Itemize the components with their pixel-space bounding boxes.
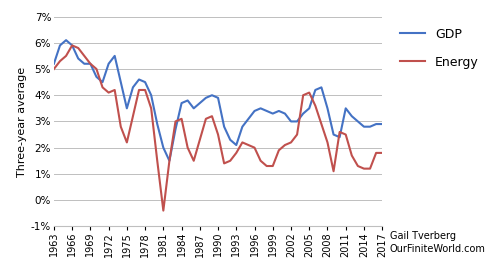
Energy	[51, 67, 57, 71]
GDP	[118, 81, 123, 84]
Energy	[69, 44, 75, 47]
GDP	[373, 123, 379, 126]
GDP	[63, 38, 69, 42]
GDP	[167, 159, 172, 162]
Legend: GDP, Energy: GDP, Energy	[395, 23, 484, 74]
GDP	[355, 120, 361, 123]
GDP	[185, 99, 191, 102]
GDP	[51, 62, 57, 65]
Energy	[185, 146, 191, 149]
Energy	[355, 164, 361, 168]
GDP	[94, 75, 99, 78]
Energy	[160, 209, 166, 212]
Line: Energy: Energy	[54, 45, 382, 211]
GDP	[379, 123, 385, 126]
GDP	[136, 78, 142, 81]
Energy	[379, 151, 385, 155]
Energy	[94, 67, 99, 71]
Y-axis label: Three-year average: Three-year average	[17, 66, 27, 177]
Energy	[118, 125, 123, 128]
Line: GDP: GDP	[54, 40, 382, 161]
Energy	[136, 88, 142, 92]
Text: Gail Tverberg
OurFiniteWorld.com: Gail Tverberg OurFiniteWorld.com	[390, 231, 486, 254]
Energy	[373, 151, 379, 155]
